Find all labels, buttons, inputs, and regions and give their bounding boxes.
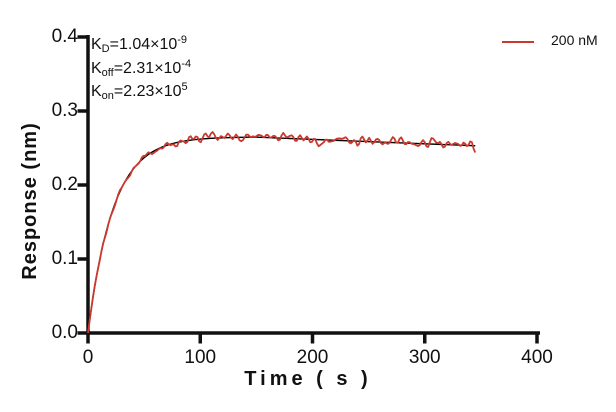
x-tick-label: 300 — [408, 347, 441, 368]
kinetics-text: =2.31×10 — [113, 59, 182, 77]
x-tick-label: 100 — [184, 347, 217, 368]
kinetics-line: Kon=2.23×105 — [91, 80, 191, 104]
y-tick-label: 0.1 — [51, 248, 78, 269]
kinetics-text: K — [91, 36, 102, 53]
kinetics-text: 5 — [181, 81, 188, 93]
kinetics-line: KD=1.04×10-9 — [91, 33, 191, 57]
fit-curve-path — [87, 136, 476, 334]
legend-line-swatch — [502, 41, 534, 44]
legend: 200 nM — [502, 30, 612, 52]
y-tick-label: 0.0 — [51, 322, 78, 343]
y-tick-label: 0.4 — [51, 26, 78, 47]
y-tick-label: 0.2 — [51, 174, 78, 195]
kinetics-text: D — [101, 43, 110, 55]
kinetics-annotation: KD=1.04×10-9 Koff=2.31×10-4 Kon=2.23×105 — [91, 33, 191, 104]
axis-ticks — [77, 35, 539, 344]
x-tick-label: 200 — [296, 347, 329, 368]
measured-curve-path — [87, 131, 477, 334]
kinetics-line: Koff=2.31×10-4 — [91, 57, 191, 81]
legend-label: 200 nM — [551, 32, 598, 48]
x-axis-title: Time ( s ) — [244, 368, 372, 390]
kinetics-text: K — [91, 83, 102, 100]
kinetics-text: -9 — [177, 34, 188, 46]
kinetics-text: on — [101, 90, 114, 102]
kinetics-text: =1.04×10 — [109, 36, 178, 53]
kinetics-text: off — [101, 66, 114, 79]
kinetics-text: K — [91, 59, 102, 77]
y-tick-label: 0.3 — [51, 100, 78, 121]
y-axis-title: Response (nm) — [19, 122, 41, 280]
kinetics-text: -4 — [181, 57, 192, 70]
x-tick-label: 0 — [82, 347, 94, 368]
kinetics-text: =2.23×10 — [113, 83, 182, 100]
x-tick-label: 400 — [521, 347, 553, 368]
